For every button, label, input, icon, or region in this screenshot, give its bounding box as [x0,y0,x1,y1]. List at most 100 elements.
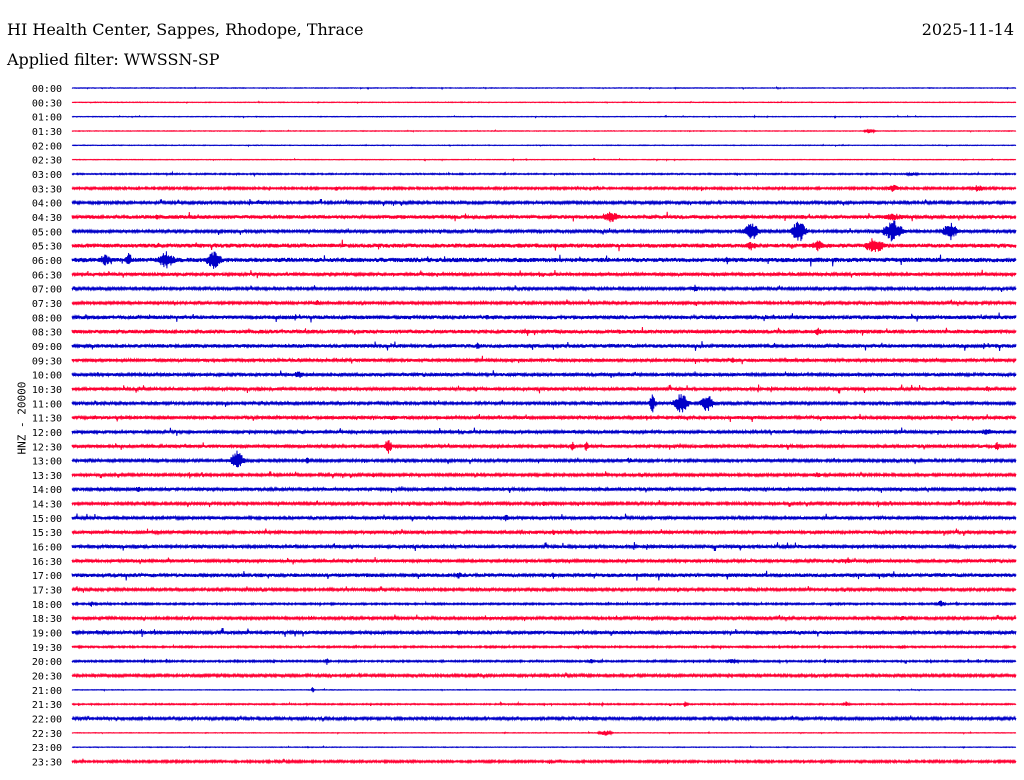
time-tick-label: 17:00 [32,571,62,582]
seismic-trace [71,312,1017,323]
time-tick-label: 09:30 [32,356,62,367]
time-tick-label: 07:30 [32,299,62,310]
seismic-trace [71,471,1017,479]
filter-label: Applied filter: WWSSN-SP [7,50,220,69]
seismic-trace [71,657,1017,665]
time-tick-label: 14:00 [32,485,62,496]
seismic-trace [71,100,1017,105]
time-tick-label: 08:00 [32,313,62,324]
time-tick-label: 10:30 [32,385,62,396]
time-tick-label: 21:30 [32,700,62,711]
time-tick-label: 12:30 [32,442,62,453]
seismic-trace [71,384,1017,394]
time-tick-label: 03:00 [32,170,62,181]
seismic-trace [71,672,1017,679]
time-tick-label: 05:00 [32,227,62,238]
seismic-trace [71,370,1017,378]
time-tick-label: 17:30 [32,586,62,597]
time-tick-label: 18:30 [32,614,62,625]
time-tick-label: 11:00 [32,399,62,410]
seismic-trace [71,269,1017,279]
time-tick-label: 20:30 [32,672,62,683]
seismic-trace [71,643,1017,651]
seismic-trace [71,600,1017,608]
seismic-trace [71,114,1017,119]
seismic-trace [71,745,1017,749]
seismic-trace [71,499,1017,508]
time-tick-label: 02:00 [32,141,62,152]
time-tick-label: 03:30 [32,184,62,195]
seismic-trace [71,413,1017,423]
seismic-trace [71,211,1017,223]
seismic-trace [71,700,1017,708]
time-tick-label: 19:30 [32,643,62,654]
time-tick-label: 13:30 [32,471,62,482]
seismic-trace [71,143,1017,148]
time-tick-label: 22:00 [32,715,62,726]
seismic-trace [71,284,1017,293]
time-tick-label: 01:30 [32,127,62,138]
time-tick-label: 15:30 [32,528,62,539]
seismic-trace [71,251,1017,269]
time-tick-label: 04:30 [32,213,62,224]
seismic-trace [71,542,1017,552]
time-tick-label: 04:00 [32,199,62,210]
date-label: 2025-11-14 [921,20,1014,39]
time-tick-label: 05:30 [32,242,62,253]
time-tick-label: 14:30 [32,500,62,511]
time-tick-label: 02:30 [32,156,62,167]
time-tick-label: 12:00 [32,428,62,439]
seismic-trace [71,341,1017,352]
seismic-trace [71,570,1017,581]
time-tick-label: 00:00 [32,84,62,95]
y-axis-label: HNZ - 20000 [15,381,29,455]
time-tick-label: 19:00 [32,629,62,640]
time-tick-label: 01:00 [32,113,62,124]
seismic-trace [71,729,1017,736]
seismic-trace [71,394,1017,413]
seismic-trace [71,128,1017,134]
seismic-trace [71,614,1017,622]
seismic-trace [71,184,1017,192]
seismic-trace [71,238,1017,253]
seismic-trace [71,687,1017,693]
seismic-trace [71,220,1017,242]
seismic-trace [71,170,1017,178]
seismic-trace [71,556,1017,565]
time-tick-label: 11:30 [32,414,62,425]
seismic-trace [71,485,1017,494]
time-tick-label: 10:00 [32,371,62,382]
seismic-trace [71,585,1017,593]
seismic-trace [71,199,1017,207]
seismic-trace [71,299,1017,307]
seismic-trace [71,85,1017,91]
time-tick-label: 09:00 [32,342,62,353]
time-tick-label: 23:30 [32,758,62,769]
seismic-trace [71,427,1017,436]
time-tick-label: 15:00 [32,514,62,525]
seismic-trace [71,355,1017,365]
seismic-trace [71,327,1017,336]
seismic-trace [71,450,1017,468]
seismic-trace [71,528,1017,536]
seismic-trace [71,513,1017,522]
time-tick-label: 23:00 [32,743,62,754]
station-title: HI Health Center, Sappes, Rhodope, Thrac… [7,20,364,39]
seismic-trace [71,440,1017,454]
time-tick-label: 18:00 [32,600,62,611]
time-tick-label: 08:30 [32,328,62,339]
time-tick-label: 06:30 [32,270,62,281]
time-tick-label: 00:30 [32,98,62,109]
seismic-trace [71,628,1017,638]
seismic-trace [71,758,1017,765]
time-tick-label: 20:00 [32,657,62,668]
time-tick-label: 07:00 [32,285,62,296]
seismic-trace [71,715,1017,722]
time-tick-label: 06:00 [32,256,62,267]
time-tick-label: 16:00 [32,543,62,554]
time-tick-label: 21:00 [32,686,62,697]
time-tick-label: 16:30 [32,557,62,568]
seismic-trace [71,157,1017,162]
time-tick-label: 13:00 [32,457,62,468]
